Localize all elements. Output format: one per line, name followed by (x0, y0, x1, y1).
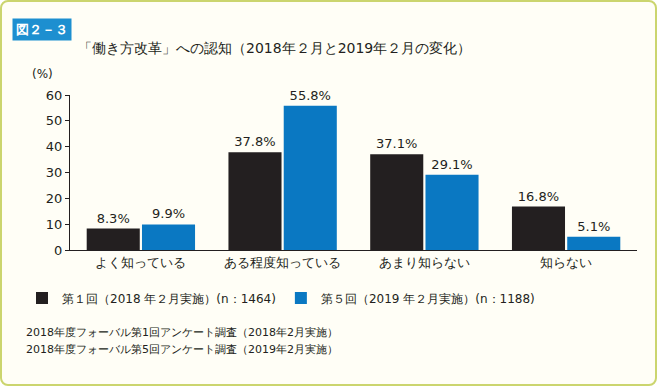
svg-text:あまり知らない: あまり知らない (379, 255, 470, 270)
svg-text:5.1%: 5.1% (577, 219, 610, 234)
svg-text:第１回（2018 年２月実施）(n：1464): 第１回（2018 年２月実施）(n：1464) (62, 292, 276, 306)
svg-text:2018年度フォーバル第5回アンケート調査（2019年2月実: 2018年度フォーバル第5回アンケート調査（2019年2月実施） (26, 343, 338, 356)
svg-text:60: 60 (46, 88, 63, 103)
svg-text:37.8%: 37.8% (234, 134, 275, 149)
svg-text:37.1%: 37.1% (376, 136, 417, 151)
svg-text:16.8%: 16.8% (518, 189, 559, 204)
svg-text:55.8%: 55.8% (290, 88, 331, 103)
svg-text:「働き方改革」への認知（2018年２月と2019年２月の変化: 「働き方改革」への認知（2018年２月と2019年２月の変化） (78, 40, 471, 56)
svg-text:40: 40 (46, 139, 63, 154)
svg-text:29.1%: 29.1% (431, 157, 472, 172)
svg-text:0: 0 (54, 243, 62, 258)
svg-text:よく知っている: よく知っている (95, 255, 186, 270)
svg-text:9.9%: 9.9% (152, 206, 185, 221)
svg-text:(%): (%) (32, 67, 53, 81)
svg-text:8.3%: 8.3% (97, 211, 130, 226)
svg-text:図２－３: 図２－３ (16, 22, 68, 37)
svg-text:知らない: 知らない (540, 255, 592, 270)
svg-text:2018年度フォーバル第1回アンケート調査（2018年2月実: 2018年度フォーバル第1回アンケート調査（2018年2月実施） (26, 326, 338, 339)
svg-text:30: 30 (46, 165, 63, 180)
svg-text:ある程度知っている: ある程度知っている (224, 255, 341, 270)
svg-text:20: 20 (46, 191, 63, 206)
svg-text:10: 10 (46, 217, 63, 232)
svg-text:第５回（2019 年２月実施）(n：1188): 第５回（2019 年２月実施）(n：1188) (321, 292, 535, 306)
svg-text:50: 50 (46, 113, 63, 128)
